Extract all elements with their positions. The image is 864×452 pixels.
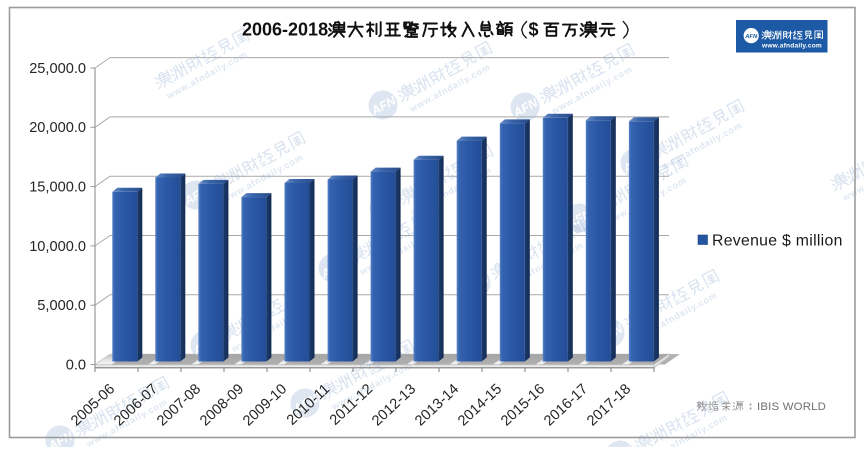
svg-text:0.0: 0.0 bbox=[66, 357, 86, 373]
svg-text:5,000.0: 5,000.0 bbox=[37, 298, 86, 314]
svg-text:IBIS WORLD: IBIS WORLD bbox=[757, 401, 826, 413]
svg-text:25,000.0: 25,000.0 bbox=[29, 61, 86, 77]
svg-text:$: $ bbox=[529, 20, 539, 40]
svg-text:10,000.0: 10,000.0 bbox=[29, 239, 86, 255]
svg-text:15,000.0: 15,000.0 bbox=[29, 180, 86, 196]
svg-text:20,000.0: 20,000.0 bbox=[29, 120, 86, 136]
svg-text:www.afndaily.com: www.afndaily.com bbox=[761, 43, 822, 50]
svg-text:2006-2018: 2006-2018 bbox=[242, 20, 328, 40]
svg-text:Revenue $ million: Revenue $ million bbox=[712, 233, 843, 250]
svg-text:AFN: AFN bbox=[744, 34, 758, 40]
